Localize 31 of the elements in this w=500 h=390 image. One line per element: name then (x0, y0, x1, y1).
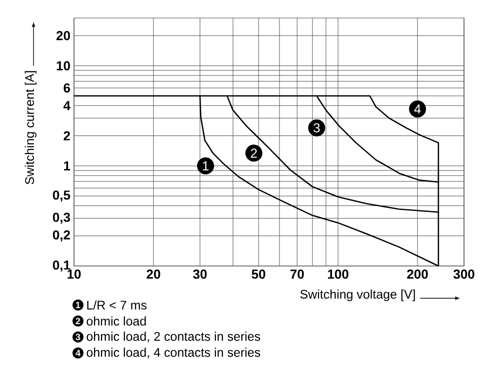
y-tick-label: 6 (64, 83, 70, 93)
text: 4 (76, 350, 80, 356)
y-tick-label: 0,1 (52, 260, 70, 272)
text: 1 (76, 302, 80, 308)
legend-label: ohmic load, 2 contacts in series (86, 332, 260, 342)
x-tick-label: 50 (252, 270, 266, 279)
y-tick-label: 4 (63, 101, 70, 110)
x-tick-label: 70 (290, 270, 304, 279)
x-tick-label: 100 (328, 270, 348, 279)
y-tick-label: 10 (56, 61, 70, 70)
annotation: 3 (314, 123, 320, 132)
text: 2 (76, 318, 80, 324)
legend-label: ohmic load, 4 contacts in series (86, 348, 260, 358)
y-tick-label: 0,3 (52, 212, 70, 224)
y-tick-label: 2 (64, 131, 70, 140)
annotation: 1 (202, 161, 209, 170)
x-axis-title: Switching voltage [V] (300, 290, 415, 302)
legend-label: L/R < 7 ms (87, 300, 147, 310)
annotation: 4 (414, 104, 421, 114)
legend-label: ohmic load (86, 316, 146, 326)
y-tick-label: 0,5 (52, 190, 70, 202)
y-tick-label: 0,2 (52, 230, 70, 242)
x-tick-label: 200 (407, 270, 428, 279)
y-axis-title: Switching current [A] (24, 71, 36, 184)
x-tick-label: 30 (193, 270, 207, 279)
x-tick-label: 300 (453, 270, 474, 279)
y-tick-label: 20 (56, 31, 70, 40)
annotation: 2 (250, 148, 257, 158)
y-tick-label: 1 (64, 161, 70, 170)
x-tick-label: 20 (146, 270, 160, 279)
text: 3 (76, 334, 80, 340)
